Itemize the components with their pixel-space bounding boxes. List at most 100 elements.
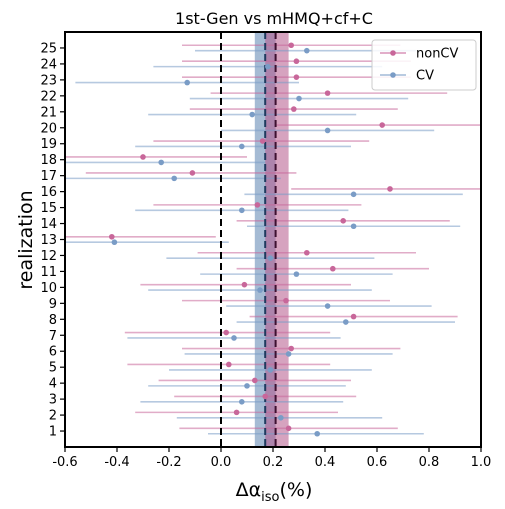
point-noncv-6 [288, 345, 295, 352]
point-noncv-15 [254, 202, 261, 208]
point-noncv-23 [293, 74, 300, 80]
point-cv-5 [267, 367, 274, 373]
point-cv-19 [239, 143, 245, 150]
y-tick-label: 18 [40, 153, 57, 168]
point-cv-22 [296, 95, 302, 102]
point-cv-7 [231, 335, 237, 341]
y-tick-label: 11 [40, 265, 57, 280]
y-tick-label: 9 [49, 297, 57, 312]
point-cv-8 [343, 319, 349, 325]
point-cv-9 [324, 303, 331, 309]
point-noncv-8 [350, 313, 357, 320]
y-tick-label: 3 [49, 393, 57, 408]
point-cv-23 [184, 79, 190, 86]
y-tick-label: 12 [40, 249, 57, 264]
point-cv-2 [278, 414, 284, 421]
axes: -0.6 -0.4 -0.2 0.0 0.2 0.4 0.6 0.8 1.01234567891… [40, 31, 492, 470]
point-noncv-4 [252, 377, 258, 384]
y-tick-label: 14 [40, 217, 57, 232]
x-tick-label: -0.2 [156, 455, 181, 470]
x-tick-label: 0.2 [263, 455, 284, 470]
x-tick-label: 0.0 [211, 455, 232, 470]
y-tick-label: 4 [49, 377, 57, 392]
point-noncv-7 [223, 329, 229, 336]
point-noncv-14 [340, 218, 347, 224]
y-tick-label: 19 [40, 137, 57, 152]
point-noncv-10 [241, 281, 248, 288]
band-noncv [265, 32, 289, 447]
x-axis-title-sub: iso [261, 490, 279, 505]
point-noncv-13 [109, 233, 115, 240]
y-tick-label: 2 [49, 409, 57, 424]
y-tick-label: 16 [40, 185, 57, 200]
point-cv-18 [158, 159, 164, 166]
point-cv-24 [265, 63, 271, 70]
legend-label-noncv: nonCV [416, 47, 459, 62]
point-noncv-25 [288, 42, 295, 49]
x-axis-title: Δαiso(%) [236, 479, 313, 505]
y-tick-label: 13 [40, 233, 57, 248]
point-cv-21 [249, 111, 255, 118]
point-cv-17 [171, 175, 177, 182]
point-noncv-19 [259, 138, 266, 144]
y-tick-label: 15 [40, 201, 57, 216]
legend-label-cv: CV [416, 69, 434, 84]
legend-marker-cv [390, 72, 396, 78]
y-tick-label: 23 [40, 73, 57, 88]
x-tick-label: -0.4 [104, 455, 129, 470]
point-noncv-9 [283, 297, 289, 304]
y-axis-title: realization [15, 190, 37, 289]
point-noncv-21 [291, 106, 297, 112]
y-tick-label: 20 [40, 121, 57, 136]
x-tick-label: 1.0 [471, 455, 492, 470]
y-tick-label: 25 [40, 41, 57, 56]
y-tick-label: 10 [40, 281, 57, 296]
point-cv-20 [324, 127, 331, 134]
point-noncv-24 [293, 58, 300, 65]
point-cv-4 [244, 383, 250, 389]
point-cv-13 [111, 239, 118, 246]
point-noncv-22 [324, 90, 331, 96]
x-tick-label: -0.6 [52, 455, 77, 470]
point-noncv-20 [379, 122, 386, 128]
y-tick-label: 6 [49, 345, 57, 360]
x-tick-label: 0.8 [419, 455, 440, 470]
point-noncv-5 [226, 361, 232, 368]
point-noncv-18 [140, 154, 146, 160]
point-cv-10 [257, 287, 263, 293]
x-tick-label: 0.6 [367, 455, 388, 470]
point-cv-14 [350, 223, 357, 230]
point-cv-16 [350, 191, 357, 198]
point-noncv-3 [262, 393, 269, 400]
y-tick-label: 5 [49, 361, 57, 376]
y-tick-label: 7 [49, 329, 57, 344]
plot-area [65, 32, 481, 447]
point-cv-12 [267, 255, 274, 261]
point-cv-25 [304, 47, 310, 54]
y-tick-label: 22 [40, 89, 57, 104]
y-tick-label: 24 [40, 57, 57, 72]
point-cv-3 [239, 399, 245, 405]
point-noncv-17 [189, 170, 196, 176]
point-cv-1 [314, 430, 321, 437]
plot-content [65, 32, 481, 447]
x-axis-title-unit: (%) [279, 479, 312, 501]
point-cv-15 [239, 207, 245, 214]
legend: nonCV CV [371, 39, 477, 91]
point-noncv-1 [285, 425, 292, 432]
legend-marker-noncv [390, 50, 396, 56]
point-cv-6 [285, 351, 292, 357]
point-noncv-11 [330, 265, 336, 272]
x-axis-title-main: Δα [236, 479, 262, 501]
point-noncv-12 [304, 249, 310, 256]
y-tick-label: 21 [40, 105, 57, 120]
point-cv-11 [293, 271, 300, 277]
x-tick-label: 0.4 [315, 455, 336, 470]
y-tick-label: 17 [40, 169, 57, 184]
point-noncv-2 [233, 409, 240, 416]
chart-title: 1st-Gen vs mHMQ+cf+C [175, 9, 373, 28]
point-noncv-16 [387, 186, 393, 192]
y-tick-label: 8 [49, 313, 57, 328]
y-tick-label: 1 [49, 425, 57, 440]
